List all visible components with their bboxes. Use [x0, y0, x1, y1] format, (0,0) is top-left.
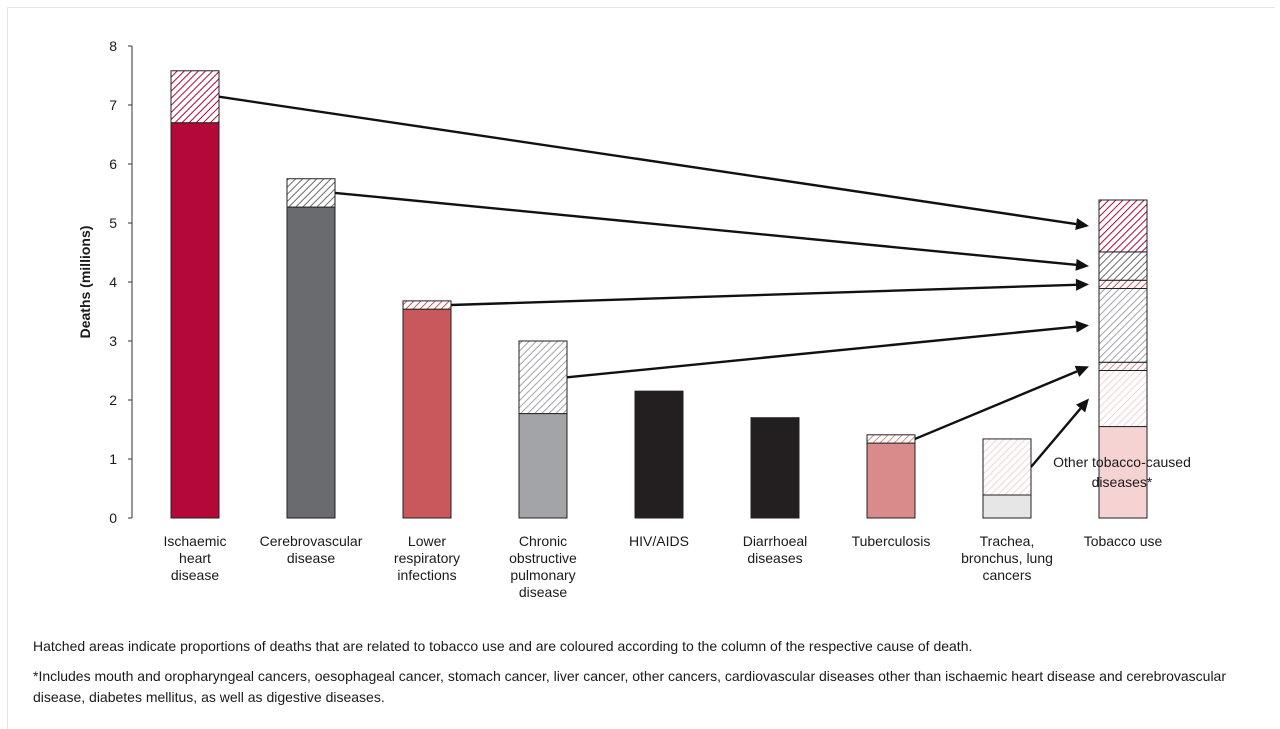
x-tick-label-lower-respiratory-infections-2: infections: [397, 567, 456, 583]
x-tick-label-trachea-bronchus-lung-cancers-1: bronchus, lung: [961, 550, 1053, 566]
y-axis: 0 1 2 3 4 5 6 7 8 Deaths (millions): [77, 38, 133, 526]
y-tick-label-5: 5: [109, 215, 117, 231]
y-tick-label-2: 2: [109, 392, 117, 408]
x-tick-label-tuberculosis-0: Tuberculosis: [852, 533, 931, 549]
x-tick-label-hiv-aids-0: HIV/AIDS: [629, 533, 689, 549]
x-tick-label-ischaemic-heart-disease-0: Ischaemic: [163, 533, 226, 549]
bar-trachea-bronchus-lung-cancers-solid-0: [982, 494, 1032, 519]
y-axis-title: Deaths (millions): [77, 226, 93, 339]
bar-tuberculosis-solid-0: [866, 442, 916, 519]
caption-hatched-note: Hatched areas indicate proportions of de…: [33, 638, 973, 654]
arrow-head-0: [1075, 218, 1089, 230]
arrow-head-2: [1075, 278, 1089, 291]
arrow-line-3: [566, 325, 1077, 379]
y-tick-label-0: 0: [109, 510, 117, 526]
annotation-other-tobacco-0: Other tobacco-caused: [1053, 454, 1191, 470]
arrow-head-3: [1075, 320, 1089, 333]
bar-chronic-obstructive-pulmonary-disease-solid-0: [518, 413, 568, 519]
y-tick-label-1: 1: [109, 451, 117, 467]
bar-tobacco-use-hatched-2: [1098, 361, 1148, 371]
y-tick-label-6: 6: [109, 156, 117, 172]
arrow-line-1: [334, 191, 1077, 267]
x-tick-label-chronic-obstructive-pulmonary-disease-0: Chronic: [519, 533, 567, 549]
x-tick-label-diarrhoeal-diseases-1: diseases: [747, 550, 802, 566]
x-tick-label-chronic-obstructive-pulmonary-disease-2: pulmonary: [510, 567, 575, 583]
labels-layer: IschaemicheartdiseaseCerebrovasculardise…: [163, 454, 1190, 600]
bar-lower-respiratory-infections-hatched-1: [402, 300, 452, 310]
x-tick-label-cerebrovascular-disease-0: Cerebrovascular: [260, 533, 363, 549]
bar-trachea-bronchus-lung-cancers-hatched-1: [982, 438, 1032, 496]
x-tick-label-chronic-obstructive-pulmonary-disease-1: obstructive: [509, 550, 577, 566]
bar-lower-respiratory-infections-solid-0: [402, 308, 452, 519]
bar-tobacco-use-hatched-4: [1098, 279, 1148, 289]
arrow-head-1: [1075, 258, 1089, 271]
figure-frame: [7, 7, 1275, 729]
bar-cerebrovascular-disease-solid-0: [286, 206, 336, 519]
arrow-head-7: [1076, 398, 1089, 413]
x-tick-label-trachea-bronchus-lung-cancers-0: Trachea,: [980, 533, 1035, 549]
annotation-other-tobacco-1: diseases*: [1092, 474, 1153, 490]
arrow-line-6: [914, 370, 1078, 441]
y-tick-label-4: 4: [109, 274, 117, 290]
x-tick-label-cerebrovascular-disease-1: disease: [287, 550, 335, 566]
x-tick-label-ischaemic-heart-disease-1: heart: [179, 550, 211, 566]
x-tick-label-lower-respiratory-infections-1: respiratory: [394, 550, 460, 566]
bar-tuberculosis-hatched-1: [866, 434, 916, 444]
x-tick-label-chronic-obstructive-pulmonary-disease-3: disease: [519, 584, 567, 600]
arrow-line-7: [1030, 407, 1082, 468]
stacked-bar-chart: 0 1 2 3 4 5 6 7 8 Deaths (millions) Ischaemichear…: [77, 38, 1191, 600]
bar-tobacco-use-solid-0: [1098, 426, 1148, 519]
bar-tobacco-use-hatched-5: [1098, 251, 1148, 281]
arrow-head-6: [1074, 365, 1089, 377]
y-tick-label-3: 3: [109, 333, 117, 349]
x-tick-label-lower-respiratory-infections-0: Lower: [408, 533, 446, 549]
x-tick-label-ischaemic-heart-disease-2: disease: [171, 567, 219, 583]
x-tick-label-diarrhoeal-diseases-0: Diarrhoeal: [743, 533, 808, 549]
x-tick-label-tobacco-use-0: Tobacco use: [1084, 533, 1163, 549]
arrow-line-0: [218, 95, 1077, 226]
bar-tobacco-use-hatched-3: [1098, 287, 1148, 363]
bar-ischaemic-heart-disease-solid-0: [170, 122, 220, 519]
bar-tobacco-use-hatched-6: [1098, 199, 1148, 253]
bars-layer: [170, 70, 1148, 519]
bar-tobacco-use-hatched-1: [1098, 370, 1148, 428]
bar-hiv-aids-solid-0: [634, 390, 684, 519]
caption-footnote: *Includes mouth and oropharyngeal cancer…: [33, 668, 1227, 705]
x-tick-label-trachea-bronchus-lung-cancers-2: cancers: [982, 567, 1031, 583]
bar-ischaemic-heart-disease-hatched-1: [170, 70, 220, 124]
bar-diarrhoeal-diseases-solid-0: [750, 417, 800, 519]
bar-chronic-obstructive-pulmonary-disease-hatched-1: [518, 340, 568, 415]
arrows-layer: [218, 95, 1089, 468]
bar-cerebrovascular-disease-hatched-1: [286, 178, 336, 208]
y-tick-label-7: 7: [109, 97, 117, 113]
arrow-line-2: [450, 283, 1077, 307]
y-tick-label-8: 8: [109, 38, 117, 54]
